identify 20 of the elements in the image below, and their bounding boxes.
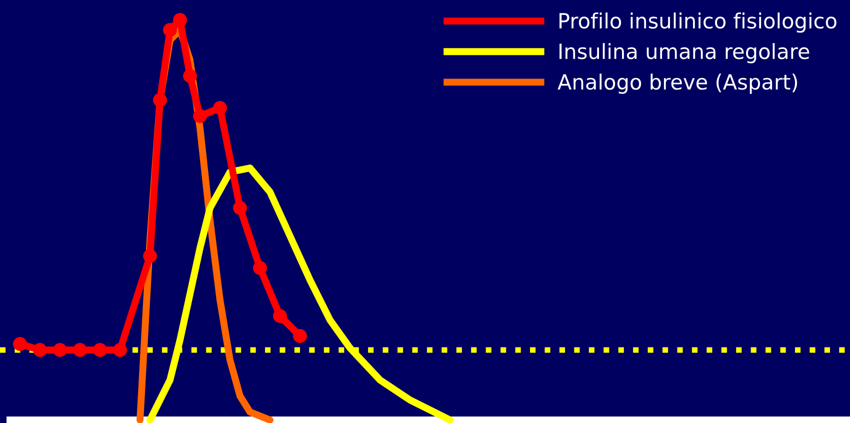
- point: [273, 309, 287, 323]
- point: [93, 343, 107, 357]
- legend-label: Insulina umana regolare: [560, 43, 810, 64]
- point: [13, 337, 27, 351]
- point: [153, 93, 167, 107]
- point: [143, 249, 157, 263]
- point: [33, 343, 47, 357]
- point: [193, 109, 207, 123]
- point: [293, 329, 307, 343]
- point: [213, 101, 227, 115]
- point: [113, 343, 127, 357]
- legend-label: Analogo breve (Aspart): [558, 74, 798, 94]
- point: [233, 201, 247, 215]
- point: [173, 13, 187, 27]
- point: [253, 261, 267, 275]
- point: [73, 343, 87, 357]
- point: [53, 343, 67, 357]
- legend-label: Profilo insulinico fisiologico: [560, 12, 836, 33]
- point: [183, 69, 197, 83]
- point: [163, 23, 177, 37]
